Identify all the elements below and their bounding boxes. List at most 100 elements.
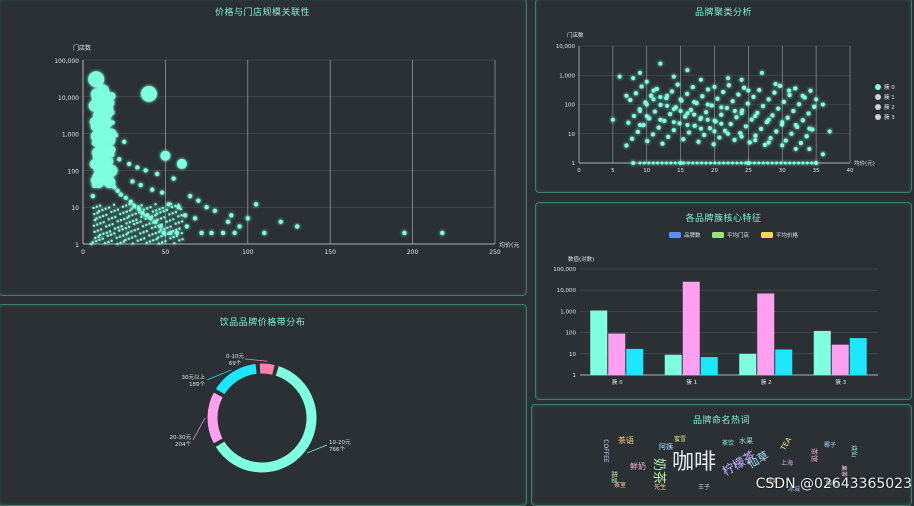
x-tick-label: 30	[779, 168, 786, 174]
scatter-point	[165, 208, 169, 212]
cluster-point	[638, 161, 642, 165]
scatter-point	[126, 161, 132, 167]
cluster-point	[800, 118, 805, 123]
cluster-point	[766, 161, 770, 165]
scatter-point	[97, 210, 101, 213]
word-cloud-term: 奶茶	[651, 458, 667, 484]
scatter-point	[106, 234, 109, 238]
word-cloud-term: 茶饮	[722, 439, 734, 447]
cluster-point	[744, 161, 748, 165]
cluster-point	[712, 84, 717, 89]
cluster-point	[759, 126, 764, 131]
scatter-point	[123, 195, 129, 201]
cluster-point	[687, 130, 692, 135]
word-cloud-term: 鲜奶	[630, 461, 646, 471]
bar	[757, 293, 775, 375]
scatter-point	[162, 210, 165, 213]
cluster-point	[658, 117, 663, 122]
cluster-point	[675, 82, 680, 87]
scatter-point	[119, 212, 122, 216]
scatter-point	[225, 219, 231, 225]
donut-value-label: 204个	[175, 441, 191, 448]
x-tick-label: 0	[577, 168, 581, 174]
scatter-point	[133, 229, 136, 232]
cluster-point	[726, 161, 730, 165]
x-tick-label: 20	[711, 168, 718, 174]
cluster-point	[651, 88, 656, 93]
scatter-point	[131, 242, 134, 245]
scatter-point	[113, 209, 116, 213]
word-cloud-term: 阿姨	[659, 442, 673, 451]
scatter-point	[98, 204, 102, 207]
cluster-point	[793, 122, 798, 127]
x-tick-label: 5	[611, 168, 615, 174]
scatter-point	[119, 241, 122, 244]
scatter-point	[166, 226, 169, 230]
cluster-point	[787, 93, 792, 98]
bar	[608, 333, 626, 375]
scatter-point	[101, 214, 105, 218]
y-tick-label: 10	[71, 205, 79, 212]
panel-price-store-scatter: 价格与门店规模关联性 1 10 100 1,000 10,000 100,000 0 50 10…	[0, 0, 527, 296]
cluster-point	[755, 110, 760, 115]
scatter-point-large	[102, 102, 113, 113]
cluster-point	[635, 129, 640, 134]
bar	[626, 348, 644, 375]
cluster-point	[814, 97, 819, 102]
scatter-point	[91, 147, 102, 158]
scatter-point	[98, 238, 101, 242]
cluster-point	[681, 137, 686, 142]
scatter-point	[95, 159, 102, 166]
scatter-point-large	[88, 71, 105, 88]
scatter-point	[181, 237, 184, 241]
cluster-point	[671, 107, 676, 112]
cluster-point	[656, 161, 660, 165]
cluster-point	[685, 111, 690, 116]
scatter-point	[262, 230, 267, 236]
scatter-point	[154, 209, 158, 212]
legend-label: 品牌数	[684, 231, 701, 239]
scatter-point	[105, 231, 108, 234]
scatter-point	[130, 236, 134, 239]
scatter-point	[97, 235, 100, 238]
scatter-point	[174, 204, 177, 208]
cluster-point	[704, 161, 708, 165]
scatter-point	[101, 237, 104, 240]
cluster-point	[692, 112, 697, 117]
cluster-point	[712, 129, 717, 134]
scatter-point-large	[94, 111, 105, 122]
scatter-point	[116, 208, 120, 211]
scatter-point	[140, 203, 143, 207]
scatter-point	[151, 210, 155, 213]
scatter-point	[130, 207, 133, 210]
cluster-point	[669, 161, 673, 165]
donut-slice	[206, 391, 224, 445]
word-cloud-term: 水果	[739, 436, 753, 445]
cluster-point	[719, 121, 724, 126]
word-cloud-term: 烧仙	[850, 445, 858, 457]
x-tick-label: 50	[162, 249, 170, 256]
cluster-point	[798, 140, 803, 145]
scatter-point	[160, 235, 163, 238]
scatter-point	[143, 168, 148, 173]
scatter-point	[145, 213, 150, 218]
scatter-point	[402, 230, 407, 236]
scatter-point	[92, 224, 96, 227]
y-tick-label: 100	[565, 103, 576, 109]
cluster-point	[685, 68, 690, 73]
panel-title: 饮品品牌价格带分布	[219, 318, 306, 328]
scatter-point	[134, 235, 137, 238]
legend-label: 平均价格	[776, 231, 799, 239]
cluster-point	[717, 135, 722, 140]
scatter-point	[136, 206, 142, 212]
scatter-point	[102, 220, 105, 224]
scatter-point	[157, 230, 161, 234]
scatter-point	[128, 209, 132, 212]
cluster-point	[677, 121, 682, 126]
bar	[664, 354, 682, 375]
cluster-point	[753, 138, 758, 143]
x-tick-label: 35	[813, 168, 820, 174]
word-cloud-term: 上海	[781, 459, 793, 467]
scatter-point	[117, 226, 120, 229]
scatter-point	[159, 229, 162, 232]
